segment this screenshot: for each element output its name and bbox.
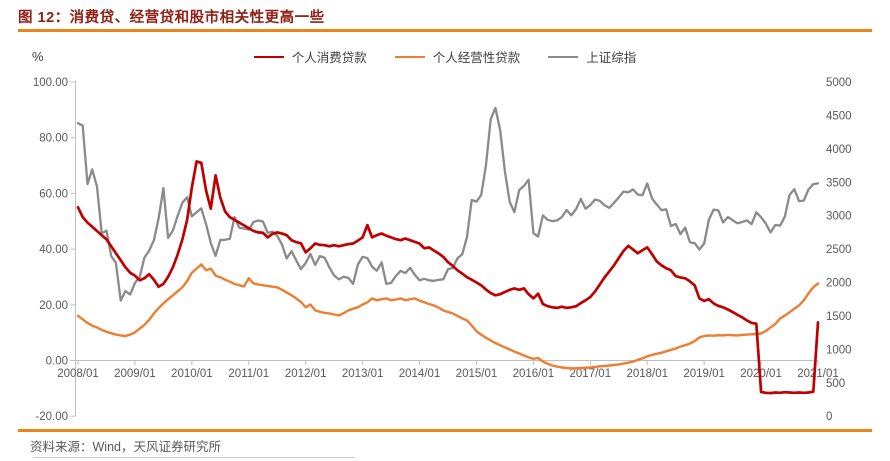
right-axis-tick-label: 0 xyxy=(826,411,832,423)
x-axis-tick-label: 2014/01 xyxy=(399,368,441,380)
top-accent-rule xyxy=(18,29,872,32)
legend-label: 个人经营性贷款 xyxy=(432,51,521,65)
left-axis-tick-label: 0.00 xyxy=(46,356,68,368)
left-axis-tick-label: 80.00 xyxy=(39,133,68,145)
legend-item-consumer-loans: 个人消费贷款 xyxy=(253,47,367,66)
left-axis-tick-label: 40.00 xyxy=(39,244,68,256)
right-axis-tick-label: 2500 xyxy=(826,244,852,256)
left-axis-unit-label: % xyxy=(32,49,44,64)
x-axis-tick-label: 2017/01 xyxy=(570,368,612,380)
legend-line-swatch xyxy=(548,55,579,58)
legend-label: 个人消费贷款 xyxy=(291,51,367,65)
series-line-consumer-loans xyxy=(76,160,820,395)
chart-legend: 个人消费贷款 个人经营性贷款 上证综指 xyxy=(0,47,890,66)
x-axis-tick-label: 2013/01 xyxy=(342,368,384,380)
x-axis-tick-label: 2008/01 xyxy=(57,368,99,380)
legend-line-swatch xyxy=(394,55,425,58)
right-axis-tick-label: 500 xyxy=(826,378,845,390)
page-bottom-partial-rule xyxy=(33,457,355,458)
left-axis-tick-label: 100.00 xyxy=(33,77,68,89)
x-axis-tick-label: 2019/01 xyxy=(683,368,725,380)
left-axis-tick-label: -20.00 xyxy=(35,411,68,423)
right-axis-tick-label: 3500 xyxy=(826,177,852,189)
series-line-sse-index xyxy=(76,106,820,302)
right-axis-tick-label: 1000 xyxy=(826,344,852,356)
legend-item-business-loans: 个人经营性贷款 xyxy=(394,47,521,66)
series-line-business-loans xyxy=(76,263,820,370)
right-axis-tick-label: 4000 xyxy=(826,144,852,156)
x-axis-tick-label: 2015/01 xyxy=(456,368,498,380)
right-axis-tick-label: 3000 xyxy=(826,211,852,223)
legend-label: 上证综指 xyxy=(586,51,637,65)
legend-item-sse-index: 上证综指 xyxy=(548,47,636,66)
right-axis-tick-label: 4500 xyxy=(826,110,852,122)
left-axis-tick-label: 60.00 xyxy=(39,188,68,200)
x-axis-tick-label: 2009/01 xyxy=(114,368,156,380)
x-axis-tick-label: 2012/01 xyxy=(285,368,327,380)
right-axis-tick-label: 2000 xyxy=(826,278,852,290)
right-axis-tick-label: 1500 xyxy=(826,311,852,323)
x-axis-tick-label: 2010/01 xyxy=(171,368,213,380)
x-axis-tick-label: 2011/01 xyxy=(228,368,269,380)
figure-title: 图 12：消费贷、经营贷和股市相关性更高一些 xyxy=(18,10,325,26)
data-source-note: 资料来源：Wind，天风证券研究所 xyxy=(30,440,221,454)
legend-line-swatch xyxy=(253,55,284,58)
x-axis-tick-label: 2018/01 xyxy=(626,368,668,380)
x-axis-tick-label: 2016/01 xyxy=(513,368,555,380)
x-axis-tick-label: 2021/01 xyxy=(797,368,839,380)
bottom-accent-rule xyxy=(18,429,872,432)
left-axis-tick-label: 20.00 xyxy=(39,300,68,312)
right-axis-tick-label: 5000 xyxy=(826,77,852,89)
